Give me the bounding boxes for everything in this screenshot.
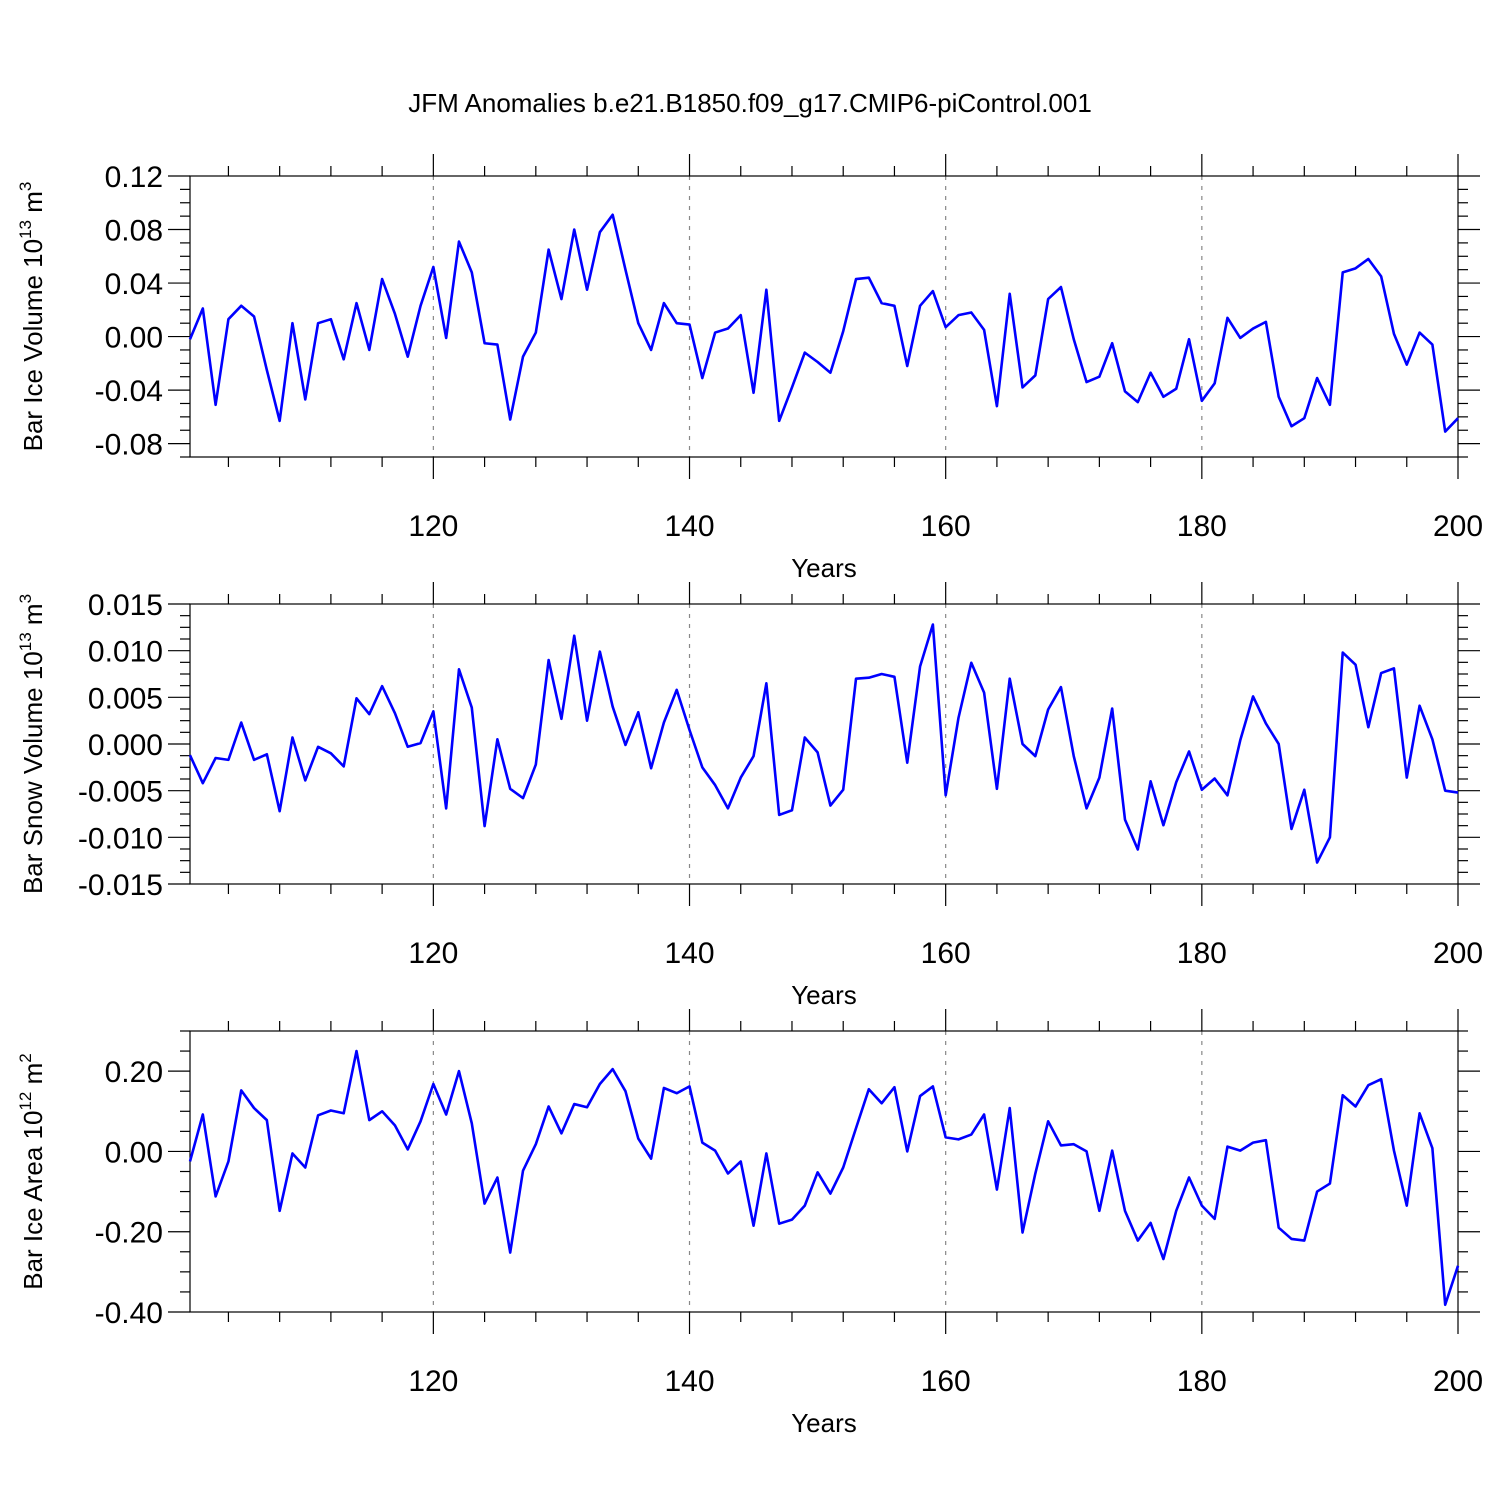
series-line bbox=[188, 623, 1459, 864]
x-tick-label: 140 bbox=[664, 1365, 714, 1398]
y-axis-label: Bar Ice Volume 1013 m3 bbox=[16, 182, 48, 452]
y-tick-label: 0.00 bbox=[105, 1136, 163, 1169]
y-tick-label: 0.20 bbox=[105, 1056, 163, 1089]
x-axis-label: Years bbox=[791, 553, 857, 583]
x-tick-label: 140 bbox=[664, 510, 714, 543]
x-tick-label: 200 bbox=[1433, 937, 1483, 970]
x-axis-label: Years bbox=[791, 980, 857, 1010]
x-tick-label: 120 bbox=[408, 1365, 458, 1398]
y-axis-label-exponent: 13 bbox=[16, 632, 35, 651]
y-tick-label: -0.010 bbox=[78, 822, 163, 855]
y-tick-label: 0.12 bbox=[105, 161, 163, 194]
y-tick-label: 0.08 bbox=[105, 215, 163, 248]
y-axis-label-unit-exponent: 3 bbox=[16, 594, 35, 603]
y-axis-label: Bar Ice Area 1012 m2 bbox=[16, 1053, 48, 1290]
y-axis-label: Bar Snow Volume 1013 m3 bbox=[16, 594, 48, 894]
y-axis-label-main: Bar Ice Area 10 bbox=[18, 1111, 48, 1290]
y-axis-label-exponent: 12 bbox=[16, 1092, 35, 1111]
x-tick-label: 120 bbox=[408, 510, 458, 543]
y-tick-label: 0.04 bbox=[105, 268, 163, 301]
plot-frame bbox=[189, 603, 1459, 885]
y-tick-label: -0.20 bbox=[95, 1217, 163, 1250]
y-axis-label-unit: m bbox=[18, 1063, 48, 1092]
y-tick-label: 0.010 bbox=[88, 636, 163, 669]
series-line bbox=[188, 213, 1459, 433]
series-line bbox=[188, 1049, 1460, 1307]
x-tick-label: 160 bbox=[921, 510, 971, 543]
x-tick-label: 140 bbox=[664, 937, 714, 970]
y-tick-label: -0.08 bbox=[95, 429, 163, 462]
panel-1: 120 140 160 180 200 0.12 0.08 0.04 0.00 -0.04 -0.0… bbox=[16, 154, 1483, 583]
y-axis-label-unit: m bbox=[18, 603, 48, 632]
x-tick-label: 160 bbox=[921, 937, 971, 970]
y-tick-label: 0.00 bbox=[105, 322, 163, 355]
x-tick-label: 180 bbox=[1177, 937, 1227, 970]
y-axis-label-unit: m bbox=[18, 191, 48, 220]
y-axis-label-unit-exponent: 3 bbox=[16, 182, 35, 191]
x-tick-label: 160 bbox=[921, 1365, 971, 1398]
x-tick-label: 120 bbox=[408, 937, 458, 970]
panel-3: 120 140 160 180 200 0.20 0.00 -0.20 -0.40 Years Ba… bbox=[16, 1009, 1483, 1438]
y-tick-label: -0.015 bbox=[78, 869, 163, 902]
y-axis-label-main: Bar Ice Volume 10 bbox=[18, 239, 48, 451]
y-axis-label-main: Bar Snow Volume 10 bbox=[18, 651, 48, 894]
y-axis-label-exponent: 13 bbox=[16, 220, 35, 239]
y-tick-label: 0.005 bbox=[88, 682, 163, 715]
y-tick-label: 0.015 bbox=[88, 589, 163, 622]
y-tick-label: 0.000 bbox=[88, 729, 163, 762]
plot-frame bbox=[189, 1030, 1459, 1313]
x-tick-label: 180 bbox=[1177, 1365, 1227, 1398]
x-tick-label: 200 bbox=[1433, 510, 1483, 543]
x-axis-label: Years bbox=[791, 1408, 857, 1438]
y-tick-label: -0.40 bbox=[95, 1297, 163, 1330]
plot-frame bbox=[189, 175, 1459, 458]
panel-2: 120 140 160 180 200 0.015 0.010 0.005 0.000 -0.00… bbox=[16, 582, 1483, 1010]
y-axis-label-unit-exponent: 2 bbox=[16, 1053, 35, 1062]
x-tick-label: 200 bbox=[1433, 1365, 1483, 1398]
y-tick-label: -0.005 bbox=[78, 776, 163, 809]
chart-title: JFM Anomalies b.e21.B1850.f09_g17.CMIP6-… bbox=[408, 88, 1092, 118]
y-tick-label: -0.04 bbox=[95, 375, 163, 408]
x-tick-label: 180 bbox=[1177, 510, 1227, 543]
